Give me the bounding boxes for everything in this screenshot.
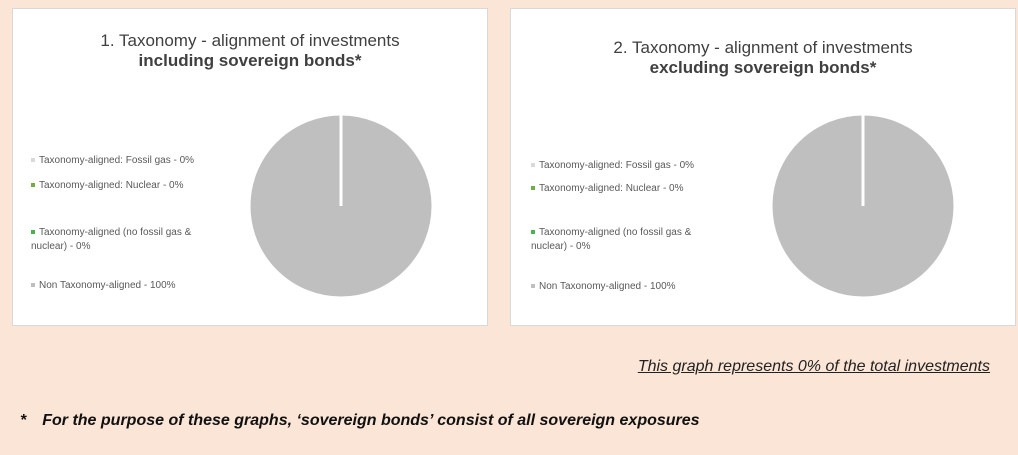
legend-entry: Taxonomy-aligned: Nuclear - 0% — [31, 179, 221, 193]
legend-entry: Taxonomy-aligned (no fossil gas & nuclea… — [31, 226, 221, 254]
legend-entry: Non Taxonomy-aligned - 100% — [31, 279, 221, 293]
legend-label: Taxonomy-aligned: Fossil gas - 0% — [39, 155, 195, 166]
legend-marker — [531, 230, 535, 235]
footnote-marker: * — [20, 412, 27, 429]
chart-panel: 2. Taxonomy - alignment of investments ex… — [510, 8, 1016, 326]
subtitle: excluding sovereign bonds* — [649, 58, 877, 77]
legend-entry: Taxonomy-aligned: Fossil gas - 0% — [531, 159, 721, 173]
pie-chart — [769, 112, 957, 300]
subtitle: including sovereign bonds* — [138, 51, 362, 70]
legend-label: Taxonomy-aligned: Nuclear - 0% — [39, 180, 184, 191]
footnote-text: For the purpose of these graphs, ‘sovere… — [42, 412, 700, 429]
chart-title: 2. Taxonomy - alignment of investments ex… — [511, 38, 1015, 78]
legend-marker — [31, 230, 35, 235]
chart-title: 1. Taxonomy - alignment of investments in… — [13, 31, 487, 71]
title-line: 2. Taxonomy - alignment of investments — [613, 38, 913, 57]
legend-label: Taxonomy-aligned (no fossil gas & nuclea… — [31, 227, 192, 252]
note: This graph represents 0% of the total in… — [637, 358, 990, 375]
footnote: * For the purpose of these graphs, ‘sover… — [20, 412, 716, 430]
legend-marker — [31, 158, 35, 163]
legend-marker — [31, 283, 35, 288]
legend-entry: Taxonomy-aligned (no fossil gas & nuclea… — [531, 226, 721, 254]
title-line: 1. Taxonomy - alignment of investments — [100, 31, 400, 50]
legend-marker — [531, 163, 535, 168]
legend-label: Taxonomy-aligned: Nuclear - 0% — [539, 183, 684, 194]
legend-marker — [531, 186, 535, 191]
legend-marker — [531, 284, 535, 289]
legend-label: Taxonomy-aligned (no fossil gas & nuclea… — [531, 227, 692, 252]
legend-marker — [31, 183, 35, 188]
legend-entry: Taxonomy-aligned: Nuclear - 0% — [531, 182, 721, 196]
legend-label: Taxonomy-aligned: Fossil gas - 0% — [539, 160, 695, 171]
chart-panel: 1. Taxonomy - alignment of investments in… — [12, 8, 488, 326]
pie-chart — [247, 112, 435, 300]
legend-entry: Non Taxonomy-aligned - 100% — [531, 280, 721, 294]
legend-entry: Taxonomy-aligned: Fossil gas - 0% — [31, 154, 221, 168]
legend-label: Non Taxonomy-aligned - 100% — [539, 281, 676, 292]
legend-label: Non Taxonomy-aligned - 100% — [39, 280, 176, 291]
